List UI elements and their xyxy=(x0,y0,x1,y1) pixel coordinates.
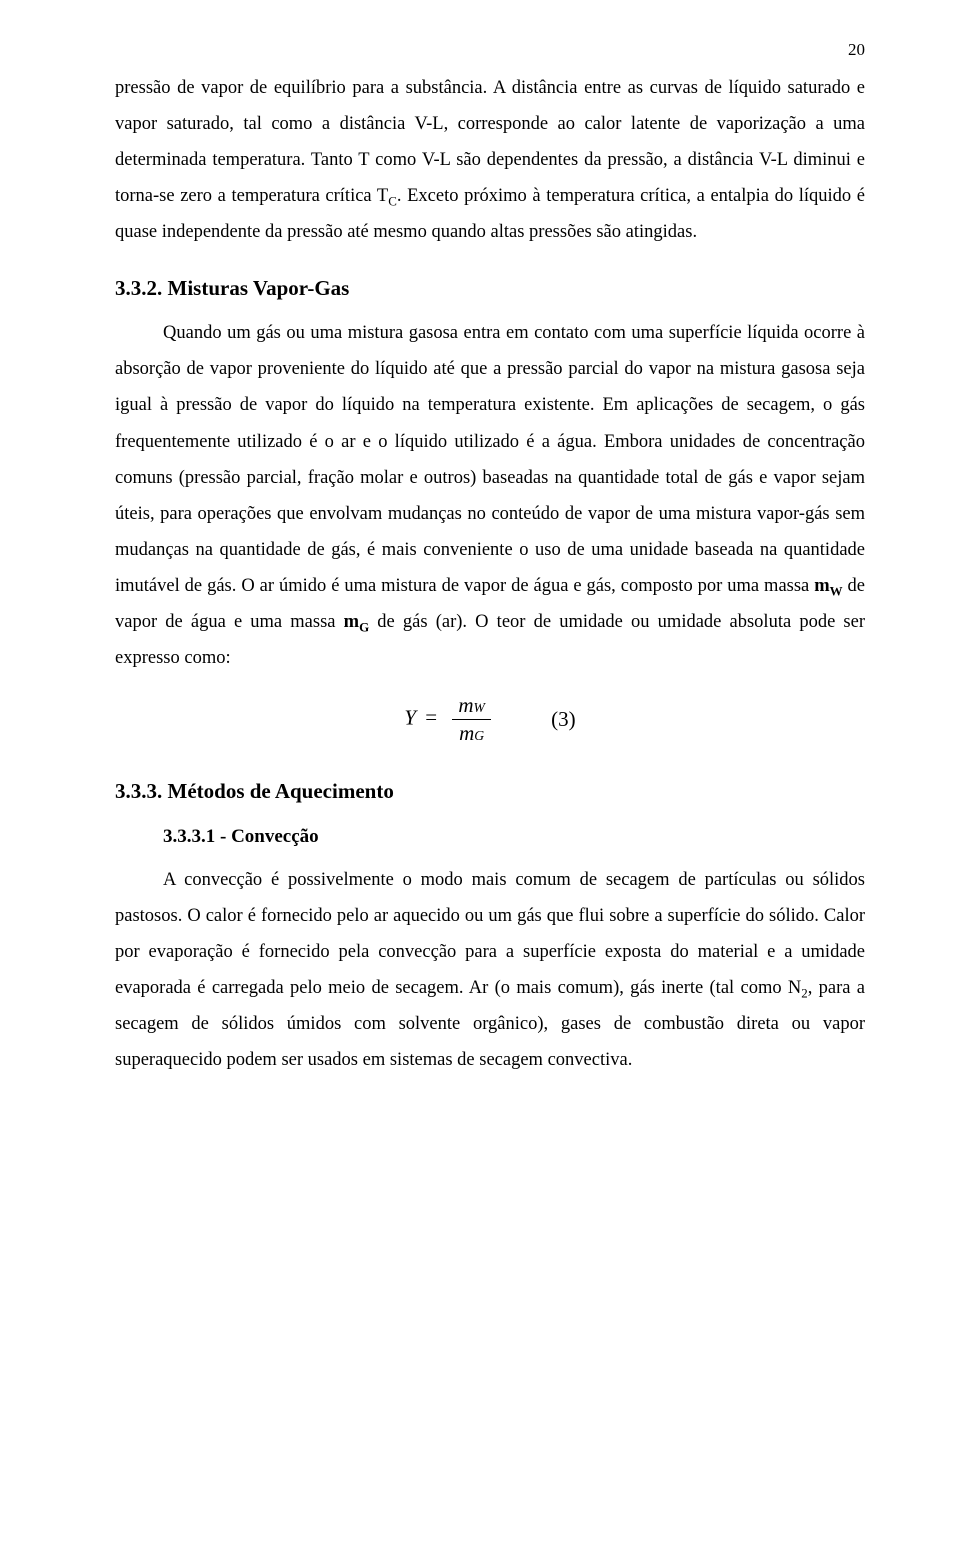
eq-den-sub: G xyxy=(474,728,484,743)
p2-sub-w: W xyxy=(830,583,843,598)
section-heading-metodos: 3.3.3. Métodos de Aquecimento xyxy=(115,779,865,804)
eq-num-sub: W xyxy=(474,700,485,715)
paragraph-continuation: pressão de vapor de equilíbrio para a su… xyxy=(115,70,865,250)
equation-block: Y = mW mG (3) xyxy=(115,694,865,745)
eq-fraction: mW mG xyxy=(452,694,491,745)
p2-var-mw: m xyxy=(814,576,829,596)
section-heading-misturas: 3.3.2. Misturas Vapor-Gas xyxy=(115,276,865,301)
equation-3: Y = mW mG (3) xyxy=(404,694,575,745)
p2-text-a: Quando um gás ou uma mistura gasosa entr… xyxy=(115,323,865,595)
page-number: 20 xyxy=(848,40,865,60)
eq-label: (3) xyxy=(551,707,576,732)
subsection-heading-conveccao: 3.3.3.1 - Convecção xyxy=(115,826,865,848)
eq-denominator: mG xyxy=(452,720,491,745)
p1-subscript-c: C xyxy=(388,194,397,209)
paragraph-misturas: Quando um gás ou uma mistura gasosa entr… xyxy=(115,315,865,676)
eq-den-var: m xyxy=(459,721,474,745)
eq-numerator: mW xyxy=(452,694,491,720)
eq-lhs: Y xyxy=(404,705,416,729)
page-container: 20 pressão de vapor de equilíbrio para a… xyxy=(0,0,960,1565)
p3-text-a: A convecção é possivelmente o modo mais … xyxy=(115,870,865,998)
eq-num-var: m xyxy=(458,693,473,717)
eq-equals: = xyxy=(425,705,437,729)
p2-sub-g: G xyxy=(359,620,369,635)
p2-var-mg: m xyxy=(344,612,359,632)
paragraph-conveccao: A convecção é possivelmente o modo mais … xyxy=(115,862,865,1078)
